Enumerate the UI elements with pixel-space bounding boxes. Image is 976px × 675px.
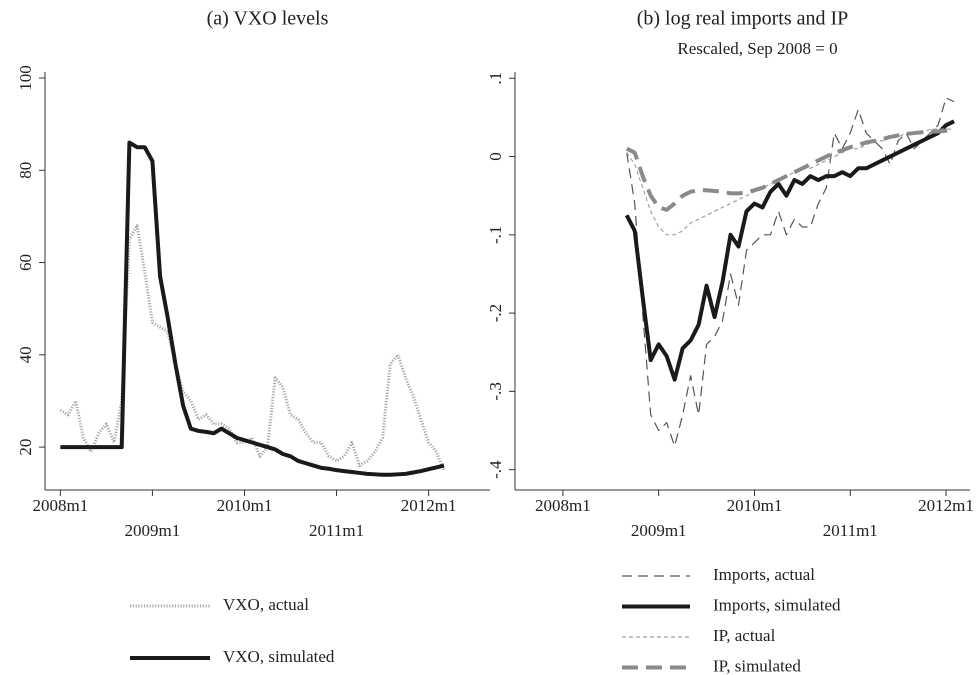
- x-tick-label: 2009m1: [125, 521, 181, 540]
- chart-subtitle: Rescaled, Sep 2008 = 0: [677, 39, 837, 58]
- chart-title: (a) VXO levels: [207, 8, 329, 30]
- legend-label: Imports, simulated: [713, 595, 841, 614]
- series-line: [60, 140, 445, 477]
- y-tick-label: 0: [486, 152, 505, 161]
- y-tick-label: 100: [16, 65, 35, 91]
- x-tick-label: 2010m1: [217, 496, 273, 515]
- legend-label: IP, actual: [713, 626, 776, 645]
- y-tick-label: 60: [16, 254, 35, 271]
- series-line: [624, 119, 955, 382]
- x-tick-label: 2009m1: [631, 521, 687, 540]
- y-tick-label: -.1: [486, 226, 505, 244]
- x-tick-label: 2008m1: [535, 496, 591, 515]
- legend-label: VXO, actual: [223, 595, 309, 614]
- x-tick-label: 2012m1: [401, 496, 457, 515]
- y-tick-label: 80: [16, 162, 35, 179]
- x-tick-label: 2012m1: [918, 496, 974, 515]
- series-line: [626, 128, 955, 236]
- x-tick-label: 2011m1: [823, 521, 878, 540]
- legend-label: IP, simulated: [713, 656, 801, 675]
- y-tick-label: 20: [16, 439, 35, 456]
- series-line: [59, 224, 446, 471]
- legend-label: Imports, actual: [713, 565, 815, 584]
- legend-label: VXO, simulated: [223, 647, 335, 666]
- x-tick-label: 2011m1: [309, 521, 364, 540]
- series-line: [626, 97, 955, 447]
- series-line: [625, 128, 955, 212]
- y-tick-label: -.3: [486, 382, 505, 400]
- y-tick-label: 40: [16, 346, 35, 363]
- y-tick-label: -.2: [486, 304, 505, 322]
- y-tick-label: -.4: [486, 460, 505, 479]
- x-tick-label: 2008m1: [32, 496, 88, 515]
- x-tick-label: 2010m1: [727, 496, 783, 515]
- chart-title: (b) log real imports and IP: [637, 8, 849, 30]
- y-tick-label: .1: [486, 72, 505, 85]
